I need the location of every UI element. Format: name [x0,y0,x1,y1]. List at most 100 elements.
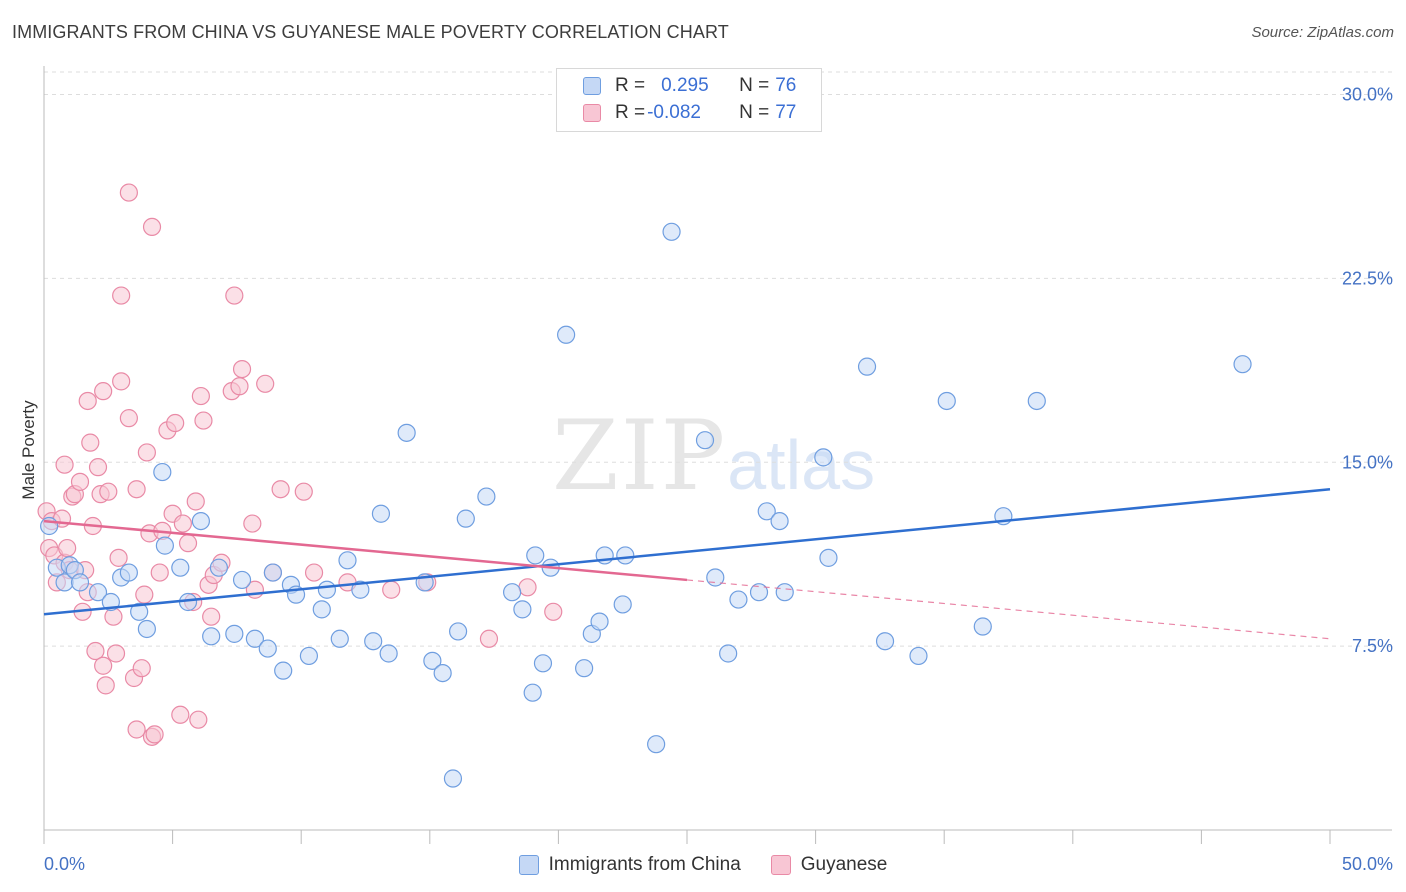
point-guyanese [243,514,262,533]
point-china [258,639,277,658]
point-china [232,570,252,590]
legend-r-value-china: 0.295 [661,75,709,96]
point-china [209,558,228,577]
point-guyanese [99,482,118,501]
point-china [456,509,475,528]
point-guyanese [94,382,113,401]
point-china [477,487,496,506]
point-guyanese [137,443,156,462]
point-china [443,769,463,788]
point-guyanese [106,644,126,663]
y-tick-label: 30.0% [1342,85,1393,105]
point-china [857,357,877,376]
point-china [1027,391,1046,411]
point-guyanese [230,377,249,396]
legend-label-guyanese: Guyanese [800,854,888,875]
point-guyanese [135,585,154,604]
point-china [749,583,769,602]
point-guyanese [191,386,210,406]
point-guyanese [104,607,123,626]
legend-swatch-guyanese [583,104,601,122]
point-china [695,431,715,450]
point-guyanese [173,514,192,533]
point-guyanese [119,409,138,428]
point-guyanese [96,676,115,695]
point-guyanese [225,286,244,305]
point-china [973,617,992,636]
point-china [130,602,149,621]
point-china [613,595,632,614]
series-legend: Immigrants from China Guyanese [0,852,1406,878]
point-china [70,573,90,592]
y-axis-title: Male Poverty [19,400,38,500]
legend-swatch-china [518,855,539,875]
trend-extension-guyanese [686,579,1331,640]
legend-r-value-guyanese: -0.082 [647,102,701,123]
legend-n-label: N = [739,102,770,123]
legend-n-value-china: 76 [775,75,797,96]
point-guyanese [479,629,499,648]
point-china [513,600,532,619]
legend-r-label: R = [615,75,646,96]
legend-row-china: R = 0.295 N = 76 [583,74,796,98]
point-china [397,423,416,442]
point-china [88,583,108,602]
point-china [245,629,265,648]
point-guyanese [55,455,74,474]
point-china [225,624,244,643]
point-guyanese [271,480,290,499]
point-china [351,580,370,599]
point-china [137,619,156,639]
correlation-legend: R = 0.295 N = 76 R = -0.082 N = 77 [556,68,822,132]
point-china [526,546,545,565]
point-china [719,644,738,663]
chart-title: IMMIGRANTS FROM CHINA VS GUYANESE MALE P… [12,22,729,42]
y-tick-label: 22.5% [1342,268,1393,288]
x-tick-label: 50.0% [1342,854,1393,874]
point-china [770,511,789,531]
trend-line-china [43,487,1331,616]
point-guyanese [294,482,313,501]
x-tick-label: 0.0% [44,854,85,874]
point-china [317,580,337,599]
point-guyanese [119,183,138,202]
source-label: Source: ZipAtlas.com [1251,24,1394,41]
legend-item-guyanese: Guyanese [770,854,888,876]
point-guyanese [186,492,205,511]
point-guyanese [150,563,169,582]
point-china [523,683,542,702]
point-china [775,583,794,602]
point-china [171,558,190,577]
point-guyanese [304,563,324,582]
point-china [155,536,174,555]
point-china [757,502,776,521]
point-china [909,646,928,666]
point-china [814,448,833,467]
point-guyanese [70,472,90,491]
point-guyanese [86,641,105,661]
legend-item-china: Immigrants from China [518,854,741,876]
point-china [590,612,609,631]
point-guyanese [194,411,213,430]
point-guyanese [81,433,100,452]
point-guyanese [112,286,131,305]
point-guyanese [178,534,198,553]
legend-n-label: N = [739,75,770,96]
point-guyanese [127,720,146,739]
legend-swatch-guyanese [770,855,791,875]
point-guyanese [142,217,162,237]
point-china [371,504,391,523]
point-china [557,325,576,344]
point-guyanese [78,391,97,411]
point-guyanese [544,602,563,621]
point-guyanese [166,413,185,433]
point-china [364,632,383,651]
point-guyanese [109,548,128,567]
point-china [423,651,442,670]
point-china [312,600,331,619]
point-china [263,563,283,582]
point-china [433,663,452,683]
point-guyanese [58,538,77,558]
point-guyanese [127,480,146,499]
point-china [729,590,748,609]
